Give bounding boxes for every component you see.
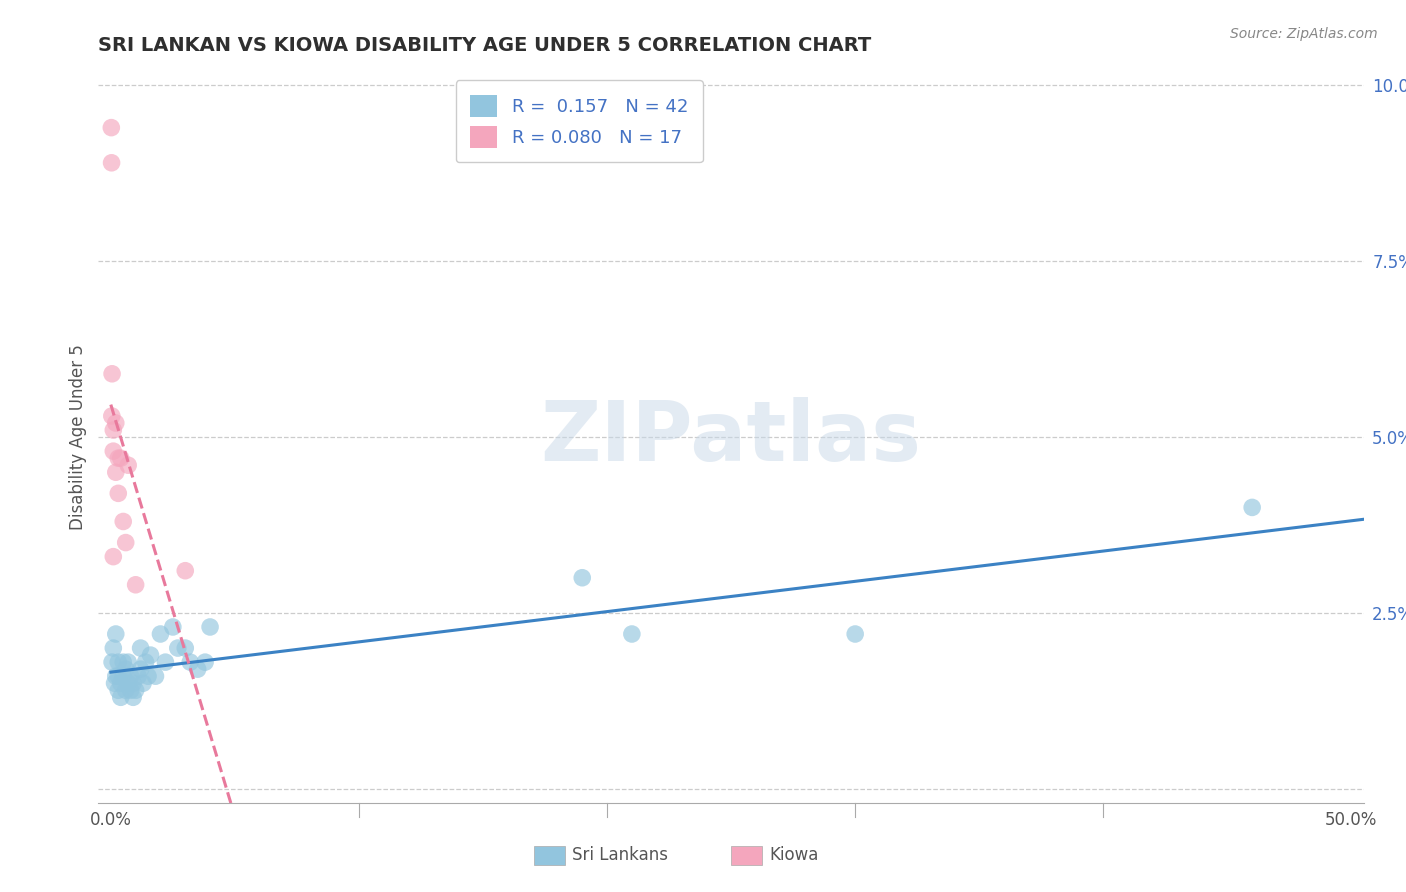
Point xyxy=(110,676,132,690)
Point xyxy=(135,655,157,669)
Point xyxy=(110,690,132,705)
Point xyxy=(107,669,129,683)
Point xyxy=(112,655,135,669)
Point xyxy=(107,655,129,669)
Point xyxy=(103,444,125,458)
Point xyxy=(166,641,188,656)
Point xyxy=(110,451,132,466)
Point xyxy=(132,676,155,690)
Point xyxy=(107,451,129,466)
Point xyxy=(120,669,142,683)
Text: Source: ZipAtlas.com: Source: ZipAtlas.com xyxy=(1230,27,1378,41)
Point xyxy=(107,683,129,698)
Point xyxy=(129,662,152,676)
Point xyxy=(571,571,593,585)
Point xyxy=(174,564,197,578)
Point xyxy=(101,655,124,669)
Point xyxy=(122,690,145,705)
Point xyxy=(174,641,197,656)
Point xyxy=(127,669,149,683)
Point xyxy=(104,669,127,683)
Point xyxy=(103,641,125,656)
Point xyxy=(149,627,172,641)
Point xyxy=(117,458,139,473)
Point xyxy=(194,655,217,669)
Point xyxy=(122,676,145,690)
Point xyxy=(124,578,146,592)
Point xyxy=(104,627,127,641)
Point xyxy=(187,662,209,676)
Point xyxy=(136,669,159,683)
Point xyxy=(139,648,162,662)
Point xyxy=(104,416,127,430)
Point xyxy=(620,627,643,641)
Point xyxy=(124,683,146,698)
Text: Sri Lankans: Sri Lankans xyxy=(572,847,668,864)
Point xyxy=(844,627,866,641)
Point xyxy=(129,641,152,656)
Point xyxy=(114,662,136,676)
Point xyxy=(179,655,201,669)
Point xyxy=(103,423,125,437)
Point xyxy=(112,515,135,529)
Y-axis label: Disability Age Under 5: Disability Age Under 5 xyxy=(69,344,87,530)
Text: ZIPatlas: ZIPatlas xyxy=(541,397,921,477)
Point xyxy=(117,676,139,690)
Point xyxy=(117,655,139,669)
Point xyxy=(103,676,125,690)
Point xyxy=(103,549,125,564)
Point xyxy=(114,535,136,549)
Point xyxy=(198,620,221,634)
Point xyxy=(112,669,135,683)
Legend: R =  0.157   N = 42, R = 0.080   N = 17: R = 0.157 N = 42, R = 0.080 N = 17 xyxy=(456,80,703,162)
Point xyxy=(145,669,167,683)
Point xyxy=(101,409,124,423)
Point xyxy=(104,465,127,479)
Text: Kiowa: Kiowa xyxy=(769,847,818,864)
Point xyxy=(1241,500,1264,515)
Text: SRI LANKAN VS KIOWA DISABILITY AGE UNDER 5 CORRELATION CHART: SRI LANKAN VS KIOWA DISABILITY AGE UNDER… xyxy=(98,36,872,54)
Point xyxy=(155,655,177,669)
Point xyxy=(162,620,184,634)
Point xyxy=(100,120,122,135)
Point xyxy=(101,367,124,381)
Point xyxy=(114,683,136,698)
Point xyxy=(107,486,129,500)
Point xyxy=(100,155,122,169)
Point xyxy=(120,683,142,698)
